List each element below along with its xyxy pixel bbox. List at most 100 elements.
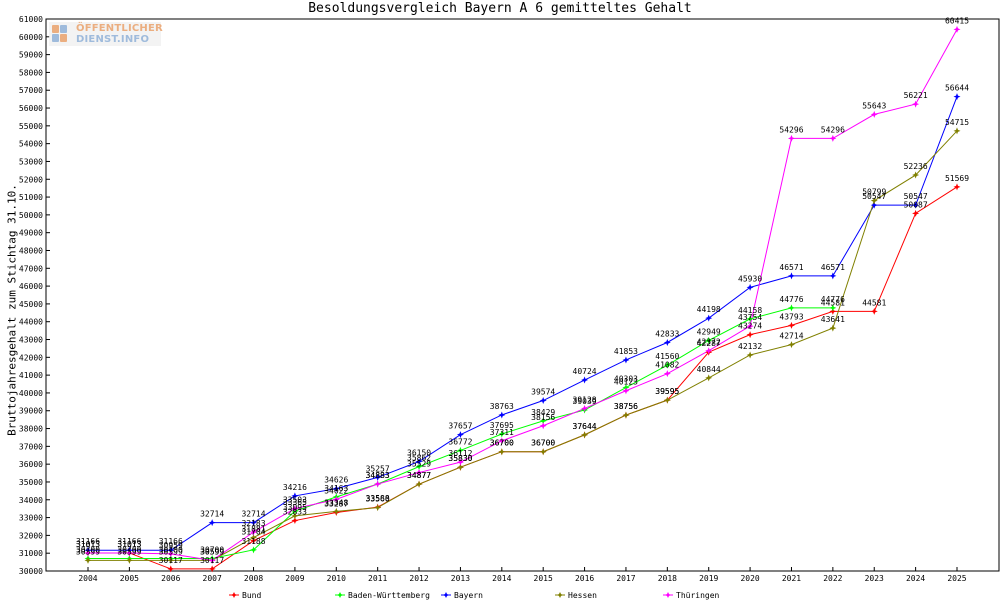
data-point: [539, 397, 547, 405]
x-tick-label: 2017: [616, 574, 635, 583]
data-label: 31166: [117, 537, 141, 546]
data-point: [705, 314, 713, 322]
data-label: 40123: [614, 378, 638, 387]
legend-marker: [665, 592, 671, 598]
data-point: [663, 338, 671, 346]
data-label: 43641: [821, 315, 845, 324]
data-label: 35830: [448, 454, 472, 463]
data-label: 44581: [862, 298, 886, 307]
data-point: [870, 110, 878, 118]
data-label: 38756: [614, 402, 638, 411]
data-point: [415, 480, 423, 488]
data-point: [167, 550, 175, 558]
legend: Bund Baden-Württemberg Bayern Hessen Thüring…: [229, 591, 720, 600]
chart-title: Besoldungsvergleich Bayern A 6 gemittelt…: [308, 1, 692, 16]
data-label: 38156: [531, 413, 555, 422]
x-tick-label: 2022: [823, 574, 842, 583]
series-line: [88, 130, 958, 561]
y-tick-label: 38000: [19, 425, 43, 434]
data-label: 30599: [200, 547, 224, 556]
x-tick-label: 2006: [161, 574, 180, 583]
y-tick-label: 59000: [19, 51, 43, 60]
logo-text-line1: ÖFFENTLICHER: [76, 23, 163, 34]
data-label: 42833: [655, 329, 679, 338]
data-point: [415, 469, 423, 477]
x-tick-label: 2024: [906, 574, 925, 583]
data-label: 30599: [117, 547, 141, 556]
data-label: 46571: [779, 263, 803, 272]
data-label: 40844: [697, 365, 721, 374]
legend-marker: [231, 592, 237, 598]
data-label: 55643: [862, 101, 886, 110]
x-tick-label: 2023: [865, 574, 884, 583]
y-tick-label: 36000: [19, 460, 43, 469]
data-point: [167, 556, 175, 564]
data-label: 34877: [407, 471, 431, 480]
data-label: 42714: [779, 332, 803, 341]
y-tick-label: 54000: [19, 140, 43, 149]
data-point: [84, 549, 92, 557]
data-point: [250, 528, 258, 536]
data-point: [622, 411, 630, 419]
x-tick-label: 2018: [658, 574, 677, 583]
data-label: 35257: [366, 464, 390, 473]
data-label: 37644: [573, 422, 597, 431]
data-point: [663, 396, 671, 404]
data-label: 46571: [821, 263, 845, 272]
data-point: [332, 485, 340, 493]
data-label: 42287: [697, 339, 721, 348]
data-label: 30700: [76, 546, 100, 555]
x-tick-label: 2005: [120, 574, 139, 583]
data-label: 34022: [324, 486, 348, 495]
logo-text-line2: DIENST.INFO: [76, 34, 150, 45]
y-tick-label: 41000: [19, 371, 43, 380]
data-point: [953, 127, 961, 135]
data-point: [953, 93, 961, 101]
y-tick-label: 49000: [19, 229, 43, 238]
x-tick-label: 2016: [575, 574, 594, 583]
y-tick-label: 46000: [19, 282, 43, 291]
data-label: 54296: [821, 125, 845, 134]
legend-label: Baden-Württemberg: [348, 591, 430, 600]
y-tick-label: 34000: [19, 496, 43, 505]
x-tick-label: 2021: [782, 574, 801, 583]
data-label: 50547: [862, 192, 886, 201]
y-tick-label: 32000: [19, 531, 43, 540]
data-point: [374, 504, 382, 512]
data-label: 30599: [159, 547, 183, 556]
data-point: [912, 201, 920, 209]
data-point: [787, 321, 795, 329]
data-label: 36700: [531, 439, 555, 448]
data-label: 30700: [200, 546, 224, 555]
x-tick-label: 2007: [203, 574, 222, 583]
y-tick-label: 57000: [19, 86, 43, 95]
y-tick-label: 50000: [19, 211, 43, 220]
data-point: [332, 507, 340, 515]
data-label: 44158: [738, 306, 762, 315]
data-point: [663, 370, 671, 378]
y-tick-label: 61000: [19, 15, 43, 24]
data-label: 31704: [241, 528, 265, 537]
data-point: [663, 361, 671, 369]
data-label: 33348: [324, 498, 348, 507]
y-tick-label: 35000: [19, 478, 43, 487]
y-tick-label: 60000: [19, 33, 43, 42]
data-point: [870, 201, 878, 209]
data-label: 60415: [945, 16, 969, 25]
data-point: [953, 183, 961, 191]
data-label: 36772: [448, 437, 472, 446]
data-point: [746, 283, 754, 291]
data-point: [829, 272, 837, 280]
data-label: 41082: [655, 361, 679, 370]
data-label: 32714: [200, 510, 224, 519]
data-point: [622, 387, 630, 395]
x-tick-label: 2020: [740, 574, 759, 583]
data-label: 35862: [407, 454, 431, 463]
data-label: 54296: [779, 125, 803, 134]
data-label: 30700: [159, 546, 183, 555]
y-tick-label: 33000: [19, 514, 43, 523]
y-tick-label: 58000: [19, 68, 43, 77]
data-label: 36700: [531, 439, 555, 448]
site-logo: ÖFFENTLICHER DIENST.INFO: [49, 22, 163, 46]
logo-mark-icon: [52, 25, 68, 43]
